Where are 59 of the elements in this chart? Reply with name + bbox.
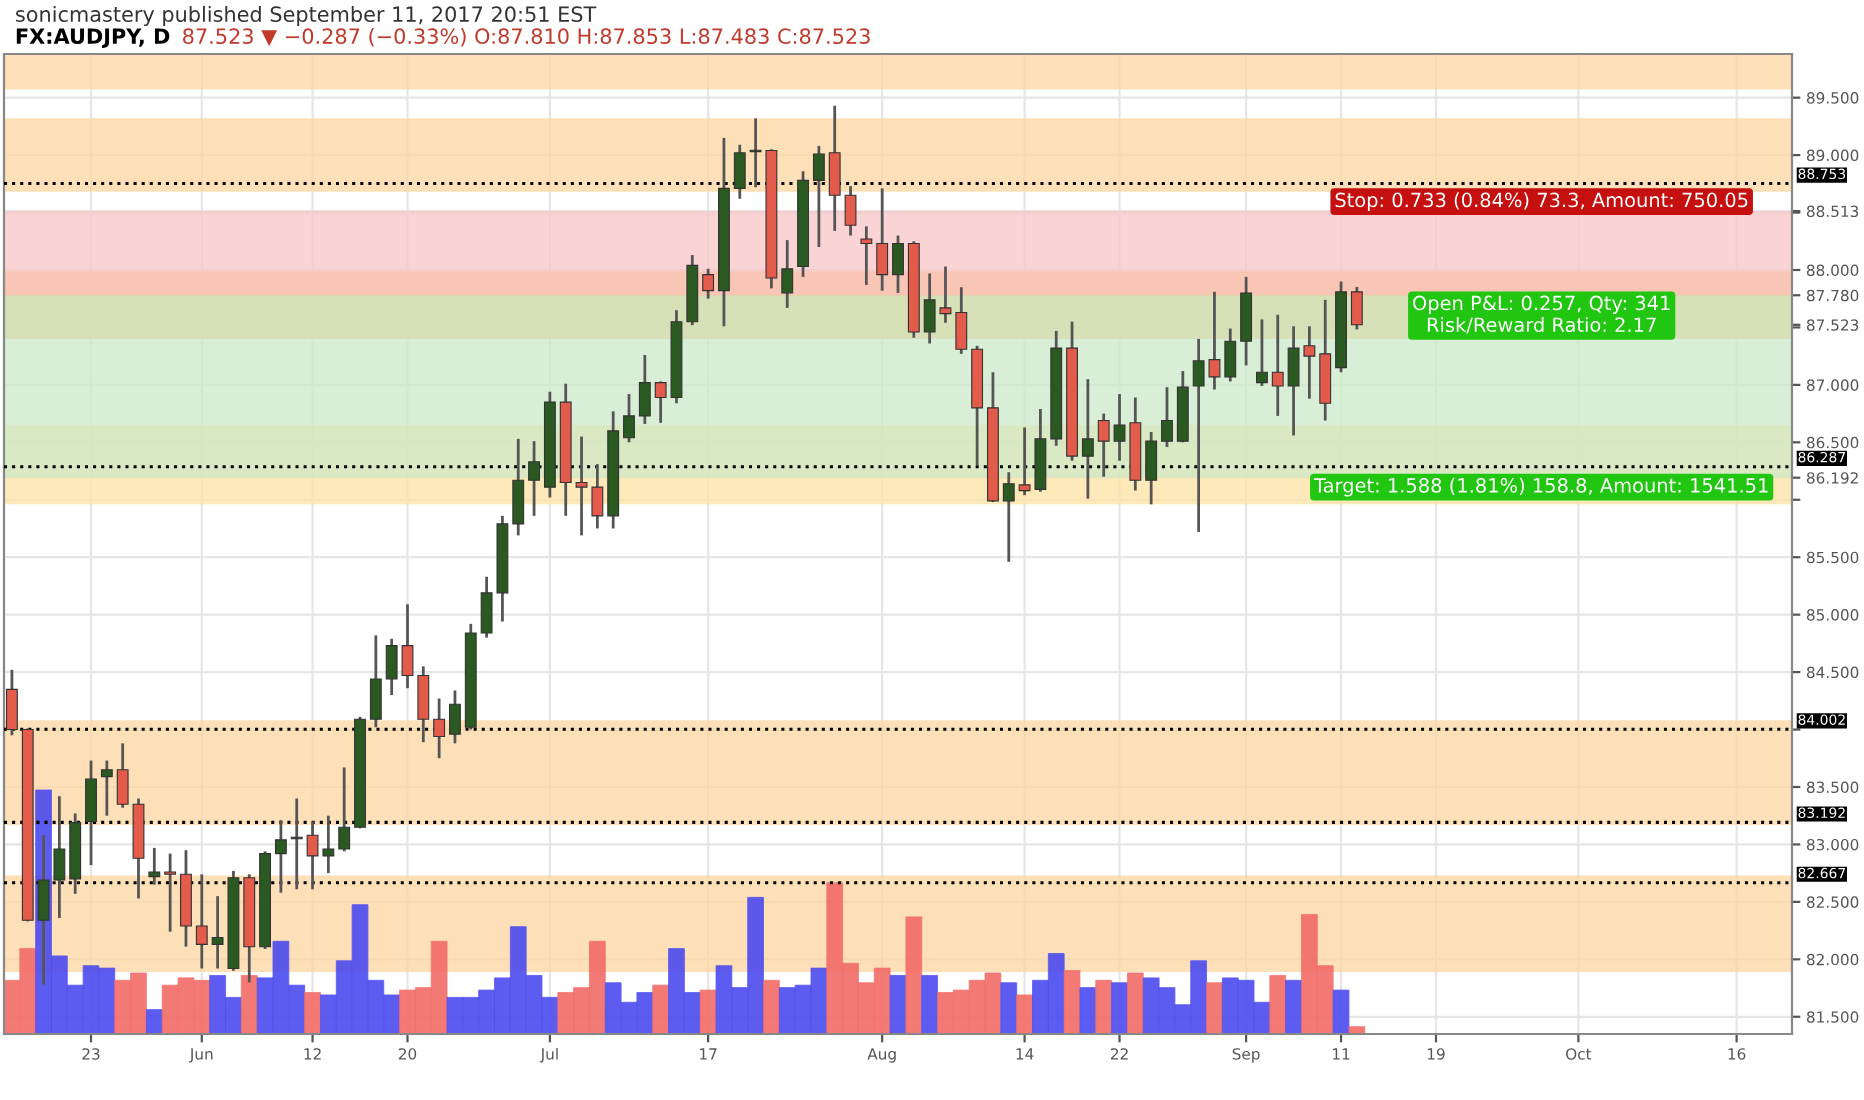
candlestick	[100, 759, 113, 818]
candlestick	[148, 846, 161, 887]
candlestick	[702, 267, 715, 301]
chart-subtitle: 87.523 ▼ −0.287 (−0.33%) O:87.810 H:87.853 L:87.483 C:87.523	[183, 27, 870, 47]
candlestick	[528, 439, 541, 518]
candlestick	[860, 224, 873, 287]
bar	[1016, 994, 1033, 1034]
candlestick	[1350, 285, 1363, 331]
candlestick	[274, 818, 287, 895]
bar	[1079, 987, 1097, 1034]
bar	[889, 975, 907, 1034]
bar	[1095, 979, 1113, 1034]
bar	[1285, 979, 1302, 1034]
bar	[1127, 972, 1144, 1034]
bar	[240, 975, 258, 1034]
annotation: Open P&L: 0.257, Qty: 341 Risk/Reward Ratio: 2.17	[1413, 295, 1670, 334]
candlestick	[1145, 430, 1158, 506]
band-label: Stop: 0.733 (0.84%) 73.3, Amount: 750.05	[1335, 192, 1748, 212]
candlestick	[623, 392, 635, 444]
candlestick	[433, 697, 446, 760]
candlestick	[955, 285, 968, 356]
candlestick	[876, 187, 889, 293]
bar	[304, 992, 321, 1034]
candlestick	[369, 633, 382, 729]
candlestick	[195, 872, 208, 970]
bar	[145, 1009, 163, 1034]
bar	[1206, 982, 1223, 1034]
candlestick	[733, 143, 746, 201]
candlestick	[1271, 313, 1284, 418]
candlestick	[1002, 470, 1015, 564]
bar	[1348, 1026, 1366, 1034]
text: sonicmastery published September 11, 2017 20:51 EST	[16, 5, 597, 27]
candlestick	[812, 144, 825, 249]
candlestick	[164, 852, 177, 934]
bar	[1269, 975, 1287, 1034]
candlestick	[844, 184, 857, 237]
candlestick	[338, 766, 351, 853]
candlestick	[892, 234, 904, 295]
candlestick	[638, 353, 651, 426]
candlestick	[1224, 327, 1237, 383]
candlestick	[512, 437, 525, 537]
bar	[1332, 989, 1350, 1034]
bar	[921, 975, 938, 1034]
bar	[763, 979, 780, 1034]
bar	[652, 984, 669, 1034]
candlestick	[449, 689, 461, 745]
band-label: Target: 1.588 (1.81%) 158.8, Amount: 1541.51	[1313, 477, 1768, 497]
candlestick	[1255, 318, 1268, 388]
chart-title: FX:AUDJPY, D	[16, 28, 170, 48]
candlestick	[781, 238, 794, 310]
bar	[1063, 970, 1081, 1034]
bar	[1111, 982, 1128, 1034]
candlestick	[5, 668, 18, 737]
candlestick	[85, 759, 97, 867]
candlestick	[1081, 377, 1094, 501]
bar	[905, 916, 923, 1034]
bar	[1000, 982, 1018, 1034]
candlestick	[1161, 385, 1173, 449]
candlestick	[828, 104, 841, 233]
